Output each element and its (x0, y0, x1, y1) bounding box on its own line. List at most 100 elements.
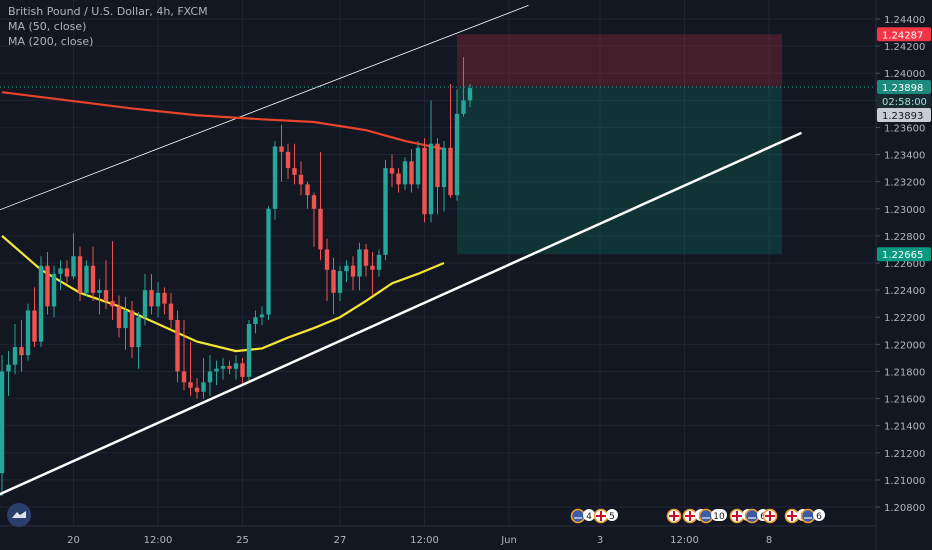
price-tick-label: 1.24200 (884, 42, 925, 53)
candle-body (324, 249, 330, 270)
time-tick-label: Jun (500, 535, 517, 546)
event-count: 6 (816, 512, 822, 522)
candle-body (396, 173, 401, 185)
candle (344, 260, 349, 282)
candle (84, 260, 89, 296)
candle (188, 341, 193, 396)
target-price-badge-text: 1.22665 (882, 250, 923, 261)
candle (435, 138, 440, 215)
candle (454, 89, 460, 201)
candle (318, 151, 323, 261)
candle-body (188, 382, 193, 388)
candle-body (207, 371, 213, 383)
ma50-legend[interactable]: MA (50, close) (8, 20, 87, 33)
price-tick-label: 1.21800 (884, 367, 925, 378)
candle-body (253, 317, 258, 325)
time-tick-label: 27 (334, 535, 347, 546)
candle-body (402, 161, 408, 185)
time-tick-label: 12:00 (670, 535, 699, 546)
event-count-bg (813, 509, 825, 521)
candle (6, 351, 11, 396)
candle (201, 357, 206, 399)
candle-body (409, 161, 414, 185)
candle (25, 303, 31, 361)
bid-price-badge-bg (877, 108, 931, 123)
candle-body (97, 290, 102, 293)
candle-body (318, 208, 323, 250)
candle (175, 310, 180, 383)
candle (266, 206, 271, 320)
candle-body (77, 256, 83, 293)
candle-body (19, 347, 24, 356)
price-tick-label: 1.21000 (884, 476, 925, 487)
candle (298, 161, 304, 196)
candle (45, 252, 50, 315)
price-tick-label: 1.24400 (884, 15, 925, 26)
bar-countdown-badge: 02:58:00 (877, 94, 931, 109)
event-marker: 10 (698, 508, 727, 524)
us-flag-icon (744, 508, 760, 524)
candle (357, 242, 362, 291)
candle (168, 292, 174, 329)
time-tick-label: 3 (597, 535, 603, 546)
bar-countdown-badge-bg (877, 94, 931, 109)
candle-body (279, 146, 284, 152)
price-tick-label: 1.23400 (884, 151, 925, 162)
candle (58, 260, 63, 291)
candle-body (162, 292, 167, 304)
candle (363, 244, 369, 277)
price-tick-label: 1.22800 (884, 232, 925, 243)
candle-body (259, 314, 265, 318)
candle (38, 256, 44, 348)
candle-body (116, 306, 122, 329)
candle-body (454, 113, 460, 196)
candle (422, 138, 427, 223)
candle-body (84, 265, 89, 293)
candle-body (90, 265, 96, 293)
chart-legend: British Pound / U.S. Dollar, 4h, FXCM MA… (8, 4, 208, 49)
candle-body (103, 290, 109, 301)
candle (272, 140, 278, 220)
event-marker (666, 508, 682, 524)
candle (370, 252, 375, 296)
bar-countdown-badge-text: 02:58:00 (882, 97, 927, 108)
candle-body (350, 265, 356, 277)
candle (77, 246, 83, 301)
event-marker: 6 (800, 508, 825, 524)
candle-body (305, 184, 310, 196)
candle (214, 360, 219, 386)
price-tick-label: 1.21600 (884, 395, 925, 406)
target-price-badge: 1.22665 (877, 247, 931, 262)
price-tick-label: 1.21200 (884, 449, 925, 460)
symbol-title: British Pound / U.S. Dollar, 4h, FXCM (8, 5, 208, 18)
candle (383, 159, 388, 261)
candle-body (32, 310, 37, 342)
candle-body (337, 271, 343, 293)
candle-body (201, 382, 206, 392)
stop-price-badge-text: 1.24287 (882, 30, 923, 41)
us-flag-icon (570, 508, 586, 524)
candle-body (467, 88, 473, 101)
candle (311, 192, 317, 247)
candle (285, 143, 291, 179)
candle (233, 355, 239, 380)
price-tick-label: 1.24000 (884, 69, 925, 80)
event-marker (762, 508, 778, 524)
candle (149, 273, 154, 315)
event-count-bg (606, 509, 618, 521)
candle (103, 260, 109, 310)
candle (279, 124, 284, 182)
candle (396, 168, 401, 193)
price-tick-label: 1.22000 (884, 340, 925, 351)
candle-body (168, 303, 174, 320)
ma200-legend[interactable]: MA (200, close) (8, 35, 94, 48)
support-trendline (0, 131, 803, 496)
candle (428, 100, 434, 223)
candle (259, 306, 265, 326)
bid-price-badge-text: 1.23893 (882, 111, 923, 122)
last-price-badge: 1.23898 (877, 80, 931, 95)
candle-body (376, 254, 382, 270)
candle-body (292, 168, 297, 175)
candle (142, 273, 148, 326)
